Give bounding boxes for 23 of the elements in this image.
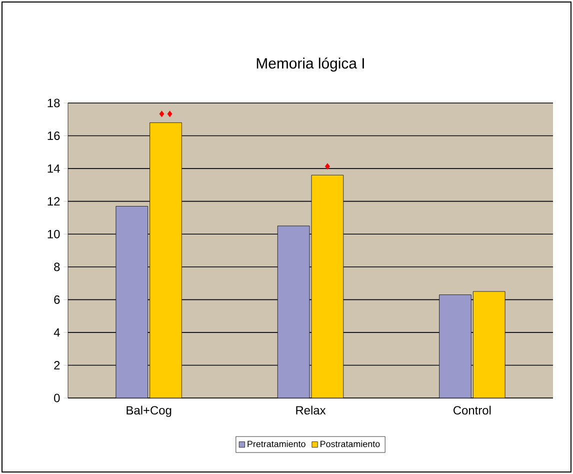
y-tick-label: 14 (48, 164, 60, 173)
y-tick-label: 4 (54, 328, 60, 337)
bar (116, 206, 148, 398)
bar (278, 226, 310, 398)
chart-title: Memoria lógica I (256, 57, 364, 72)
y-tick-label: 8 (54, 262, 60, 272)
x-tick-label: Control (454, 406, 491, 415)
bar (150, 122, 182, 398)
legend-label: Pretratamiento (248, 440, 306, 448)
y-tick-label: 16 (48, 132, 60, 140)
legend-label: Postratamiento (320, 440, 380, 448)
y-tick-label: 18 (48, 98, 60, 108)
x-tick-label: Bal+Cog (126, 406, 172, 417)
bar (312, 175, 344, 398)
annotation: ♦♦ (159, 110, 172, 118)
y-tick-label: 0 (54, 394, 60, 402)
bar (439, 294, 472, 398)
y-tick-label: 10 (48, 230, 60, 238)
bar (472, 291, 506, 398)
x-tick-label: Relax (296, 406, 326, 415)
y-tick-label: 2 (54, 361, 60, 370)
y-tick-label: 12 (48, 197, 60, 206)
y-tick-label: 6 (54, 295, 60, 304)
